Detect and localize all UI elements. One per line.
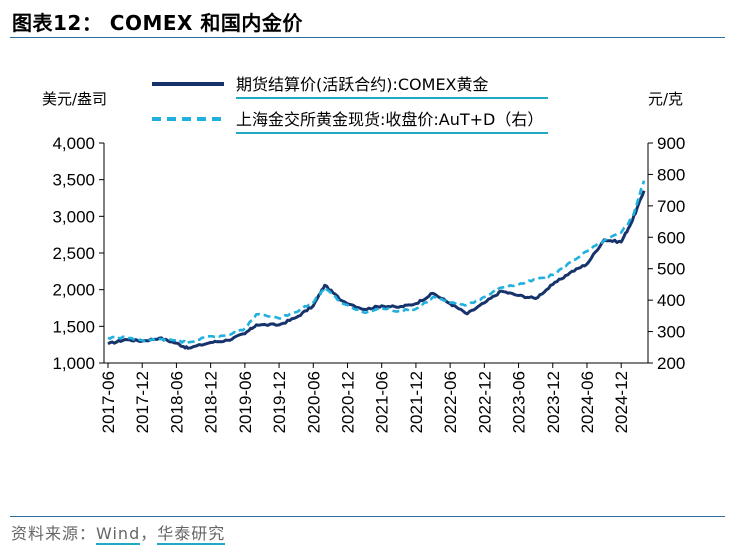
x-tick-label: 2019-12 xyxy=(270,371,289,433)
source-sep: ， xyxy=(140,524,158,543)
right-tick-label: 600 xyxy=(657,228,685,247)
x-tick-label: 2018-06 xyxy=(167,371,186,433)
right-tick-label: 900 xyxy=(657,134,685,153)
x-tick-label: 2023-06 xyxy=(510,371,529,433)
x-axis-ticks: 2017-06 2017-12 2018-06 2018-12 2019-06 2019-… xyxy=(99,363,631,433)
right-axis-label: 元/克 xyxy=(648,90,683,108)
right-tick-label: 700 xyxy=(657,197,685,216)
source-note: 资料来源：Wind，华泰研究 xyxy=(11,520,226,545)
left-tick-label: 1,000 xyxy=(52,354,95,373)
legend-label-comex: 期货结算价(活跃合约):COMEX黄金 xyxy=(236,75,489,94)
footer-divider xyxy=(10,516,725,517)
left-axis-label: 美元/盎司 xyxy=(42,90,107,108)
left-tick-label: 1,500 xyxy=(52,317,95,336)
left-tick-label: 2,000 xyxy=(52,281,95,300)
x-tick-label: 2018-12 xyxy=(202,371,221,433)
left-tick-label: 4,000 xyxy=(52,134,95,153)
right-tick-label: 200 xyxy=(657,354,685,373)
x-tick-label: 2022-06 xyxy=(441,371,460,433)
series-line-comex xyxy=(107,190,646,350)
x-tick-label: 2024-06 xyxy=(578,371,597,433)
right-tick-label: 500 xyxy=(657,260,685,279)
title-divider xyxy=(10,37,725,38)
x-tick-label: 2023-12 xyxy=(544,371,563,433)
x-tick-label: 2017-06 xyxy=(99,371,118,433)
x-tick-label: 2021-06 xyxy=(373,371,392,433)
right-tick-label: 400 xyxy=(657,291,685,310)
right-tick-label: 300 xyxy=(657,323,685,342)
source-wind: Wind xyxy=(96,524,141,545)
x-tick-label: 2017-12 xyxy=(133,371,152,433)
x-tick-label: 2020-12 xyxy=(338,371,357,433)
right-axis-ticks: 200 300 400 500 600 700 800 900 xyxy=(648,134,685,373)
left-axis-ticks: 1,000 1,500 2,000 2,500 3,000 3,500 4,000 xyxy=(52,134,104,373)
x-tick-label: 2022-12 xyxy=(475,371,494,433)
left-tick-label: 3,000 xyxy=(52,207,95,226)
x-tick-label: 2024-12 xyxy=(612,371,631,433)
legend-label-aut: 上海金交所黄金现货:收盘价:AuT+D（右） xyxy=(236,110,543,129)
source-prefix: 资料来源： xyxy=(11,524,97,543)
left-tick-label: 3,500 xyxy=(52,171,95,190)
series-line-aut xyxy=(107,180,646,345)
x-tick-label: 2020-06 xyxy=(304,371,323,433)
left-tick-label: 2,500 xyxy=(52,244,95,263)
x-tick-label: 2019-06 xyxy=(236,371,255,433)
plot-area xyxy=(107,180,646,350)
right-tick-label: 800 xyxy=(657,165,685,184)
page-title: 图表12： COMEX 和国内金价 xyxy=(12,11,303,35)
source-org: 华泰研究 xyxy=(157,524,226,545)
x-tick-label: 2021-12 xyxy=(407,371,426,433)
